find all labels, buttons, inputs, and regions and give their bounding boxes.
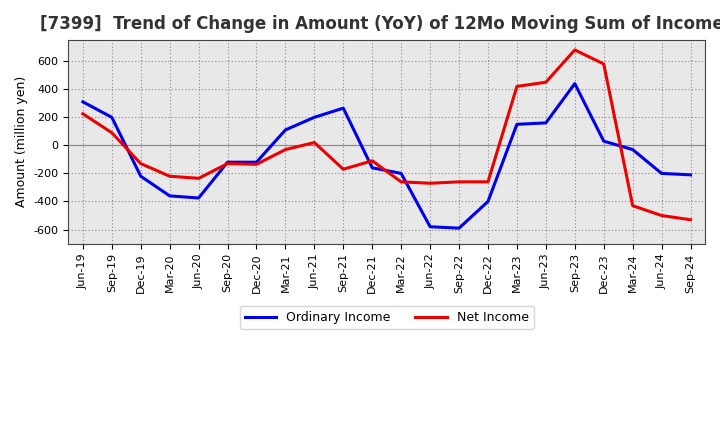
Ordinary Income bbox=[339, 106, 348, 111]
Ordinary Income bbox=[686, 172, 695, 177]
Net Income bbox=[310, 140, 319, 145]
Ordinary Income bbox=[397, 171, 405, 176]
Net Income bbox=[455, 179, 464, 184]
Ordinary Income bbox=[629, 147, 637, 152]
Ordinary Income bbox=[541, 120, 550, 125]
Ordinary Income bbox=[570, 81, 579, 86]
Net Income bbox=[281, 147, 289, 152]
Net Income bbox=[513, 84, 521, 89]
Ordinary Income bbox=[368, 165, 377, 170]
Net Income bbox=[339, 167, 348, 172]
Ordinary Income bbox=[136, 174, 145, 179]
Net Income bbox=[166, 174, 174, 179]
Ordinary Income bbox=[223, 160, 232, 165]
Ordinary Income bbox=[484, 199, 492, 204]
Ordinary Income bbox=[455, 226, 464, 231]
Ordinary Income bbox=[600, 139, 608, 144]
Line: Ordinary Income: Ordinary Income bbox=[83, 84, 690, 228]
Net Income bbox=[252, 161, 261, 167]
Ordinary Income bbox=[194, 195, 203, 201]
Net Income bbox=[629, 203, 637, 209]
Line: Net Income: Net Income bbox=[83, 50, 690, 220]
Net Income bbox=[136, 161, 145, 166]
Net Income bbox=[223, 161, 232, 166]
Net Income bbox=[426, 180, 434, 186]
Y-axis label: Amount (million yen): Amount (million yen) bbox=[15, 76, 28, 208]
Net Income bbox=[686, 217, 695, 222]
Ordinary Income bbox=[310, 115, 319, 120]
Net Income bbox=[484, 179, 492, 184]
Net Income bbox=[397, 179, 405, 184]
Ordinary Income bbox=[513, 122, 521, 127]
Ordinary Income bbox=[252, 160, 261, 165]
Ordinary Income bbox=[107, 115, 116, 120]
Net Income bbox=[600, 61, 608, 66]
Net Income bbox=[541, 80, 550, 85]
Ordinary Income bbox=[426, 224, 434, 229]
Net Income bbox=[570, 47, 579, 52]
Net Income bbox=[107, 130, 116, 136]
Ordinary Income bbox=[78, 99, 87, 104]
Net Income bbox=[657, 213, 666, 218]
Net Income bbox=[194, 176, 203, 181]
Net Income bbox=[78, 111, 87, 117]
Ordinary Income bbox=[281, 127, 289, 132]
Legend: Ordinary Income, Net Income: Ordinary Income, Net Income bbox=[240, 306, 534, 329]
Net Income bbox=[368, 158, 377, 163]
Title: [7399]  Trend of Change in Amount (YoY) of 12Mo Moving Sum of Incomes: [7399] Trend of Change in Amount (YoY) o… bbox=[40, 15, 720, 33]
Ordinary Income bbox=[657, 171, 666, 176]
Ordinary Income bbox=[166, 193, 174, 198]
